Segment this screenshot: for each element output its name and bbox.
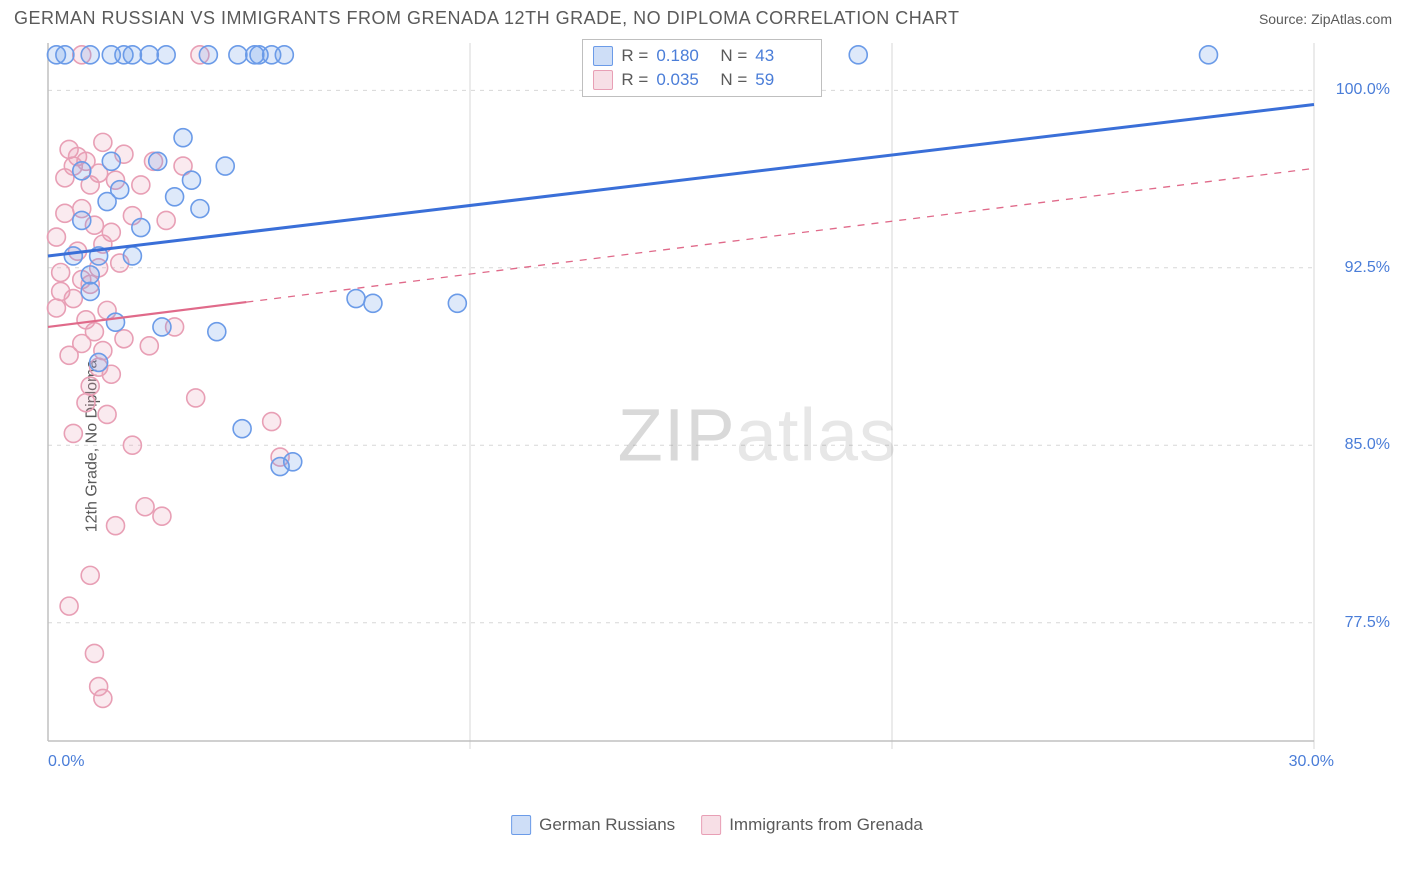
series-0-r: 0.180: [656, 46, 712, 66]
series-0-swatch: [593, 46, 613, 66]
legend-label-0: German Russians: [539, 815, 675, 835]
y-grid-label: 92.5%: [1345, 259, 1390, 277]
legend-label-1: Immigrants from Grenada: [729, 815, 923, 835]
legend-item-1: Immigrants from Grenada: [701, 815, 923, 835]
source-name: ZipAtlas.com: [1311, 11, 1392, 27]
stats-legend-box: R = 0.180 N = 43 R = 0.035 N = 59: [582, 39, 822, 97]
r-label: R =: [621, 46, 648, 66]
series-1-n: 59: [755, 70, 811, 90]
source-attribution: Source: ZipAtlas.com: [1259, 11, 1392, 27]
stat-row-series-0: R = 0.180 N = 43: [593, 44, 811, 68]
n-label: N =: [720, 70, 747, 90]
legend-swatch-0: [511, 815, 531, 835]
y-grid-label: 85.0%: [1345, 436, 1390, 454]
source-label: Source:: [1259, 11, 1311, 27]
chart-title: GERMAN RUSSIAN VS IMMIGRANTS FROM GRENAD…: [14, 8, 959, 29]
y-grid-label: 100.0%: [1336, 81, 1390, 99]
legend-bottom: German Russians Immigrants from Grenada: [511, 815, 923, 835]
chart-area: ZIPatlas R = 0.180 N = 43 R = 0.035 N = …: [44, 35, 1390, 835]
stat-row-series-1: R = 0.035 N = 59: [593, 68, 811, 92]
legend-item-0: German Russians: [511, 815, 675, 835]
title-bar: GERMAN RUSSIAN VS IMMIGRANTS FROM GRENAD…: [0, 0, 1406, 35]
series-1-swatch: [593, 70, 613, 90]
series-1-r: 0.035: [656, 70, 712, 90]
x-axis-min-label: 0.0%: [48, 753, 84, 771]
legend-swatch-1: [701, 815, 721, 835]
scatter-plot-svg: [44, 35, 1374, 795]
r-label: R =: [621, 70, 648, 90]
x-axis-max-label: 30.0%: [1289, 753, 1334, 771]
n-label: N =: [720, 46, 747, 66]
series-0-n: 43: [755, 46, 811, 66]
y-grid-label: 77.5%: [1345, 614, 1390, 632]
